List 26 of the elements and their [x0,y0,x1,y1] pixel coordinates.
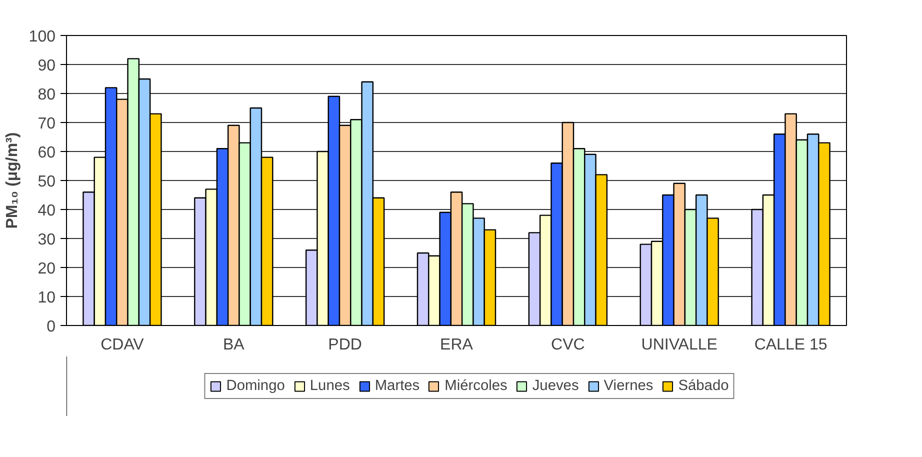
y-tick-label: 90 [38,58,56,74]
legend-label: Jueves [532,378,579,394]
y-tick-label: 70 [38,116,56,132]
y-tick-label: 0 [46,318,56,336]
x-tick-label: UNIVALLE [641,336,718,354]
legend-label: Viernes [604,378,654,394]
legend-label: Martes [374,378,420,394]
y-tick-label: 50 [38,174,56,190]
x-tick-label: BA [222,336,245,354]
y-tick-label: 60 [38,144,56,162]
legend-label: Lunes [310,378,350,394]
y-tick-label: 80 [38,86,56,104]
y-tick-label: 40 [38,202,56,220]
legend-label: Domingo [226,378,285,394]
y-tick-label: 30 [38,232,56,248]
x-tick-label: PDD [328,336,362,354]
x-tick-label: ERA [440,336,474,354]
legend-label: Sábado [678,378,729,394]
legend-label: Miércoles [444,378,508,394]
y-tick-label: 20 [38,260,56,278]
y-axis-title: PM₁₀ (μg/m³) [4,132,21,229]
y-tick-label: 10 [38,290,56,306]
x-tick-label: CVC [551,336,585,354]
x-tick-label: CDAV [100,336,144,354]
y-tick-label: 100 [28,28,56,46]
x-tick-label: CALLE 15 [754,336,828,354]
